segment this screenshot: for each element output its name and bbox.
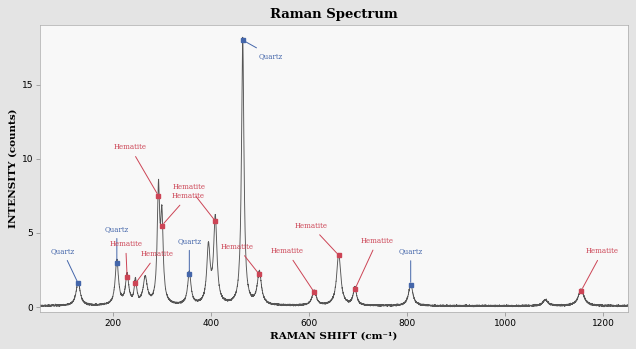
Text: Quartz: Quartz [399,247,423,282]
Text: Hematite: Hematite [114,143,157,193]
Text: Quartz: Quartz [105,225,129,260]
Text: Hematite: Hematite [163,192,204,223]
Text: Quartz: Quartz [51,247,77,281]
Text: Hematite: Hematite [295,222,337,253]
Y-axis label: INTENSITY (counts): INTENSITY (counts) [8,109,17,228]
Text: Hematite: Hematite [109,240,142,275]
Text: Hematite: Hematite [356,237,394,287]
Text: Hematite: Hematite [583,247,619,288]
Text: Hematite: Hematite [137,250,174,281]
Title: Raman Spectrum: Raman Spectrum [270,8,398,21]
X-axis label: RAMAN SHIFT (cm⁻¹): RAMAN SHIFT (cm⁻¹) [270,332,398,341]
Text: Hematite: Hematite [172,184,214,219]
Text: Hematite: Hematite [221,243,258,272]
Text: Quartz: Quartz [245,42,283,60]
Text: Hematite: Hematite [270,247,313,290]
Text: Quartz: Quartz [177,237,202,272]
